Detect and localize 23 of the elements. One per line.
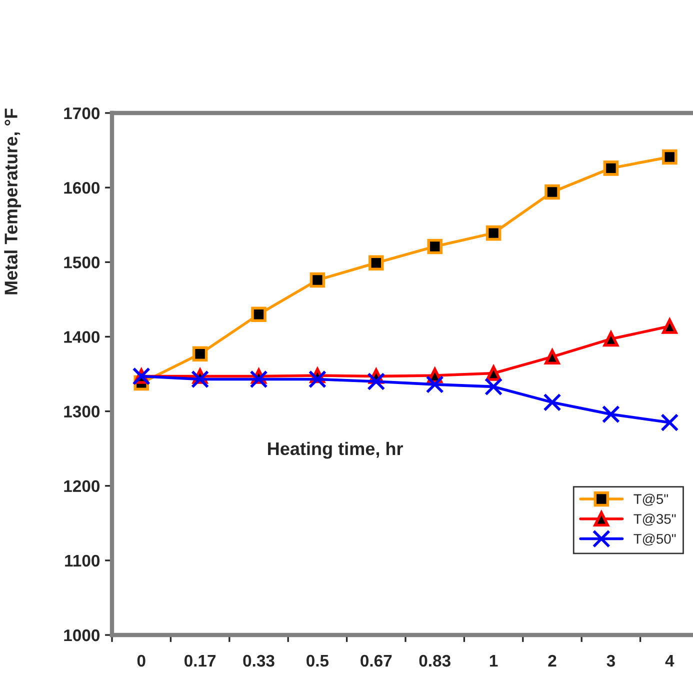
legend-label: T@35" — [634, 514, 676, 526]
y-tick-label: 1600 — [64, 182, 100, 194]
x-tick-label: 1 — [490, 655, 498, 667]
x-tick-label: 3 — [606, 654, 615, 667]
x-tick-label: 0.83 — [419, 654, 450, 667]
x-tick-label: 0.17 — [184, 654, 216, 667]
y-tick-label: 1400 — [64, 331, 100, 343]
x-tick-label: 0 — [137, 654, 146, 667]
y-tick-label: 1200 — [64, 480, 100, 492]
x-tick-label: 2 — [548, 654, 556, 667]
y-tick-label: 1500 — [64, 256, 100, 268]
legend-label: T@5" — [634, 494, 668, 506]
legend-label: T@50" — [634, 534, 676, 546]
y-tick-label: 1300 — [64, 406, 100, 418]
x-tick-label: 0.5 — [306, 654, 329, 667]
x-tick-label: 0.67 — [360, 654, 392, 667]
x-axis-title: Heating time, hr — [268, 442, 404, 459]
y-tick-label: 1100 — [65, 554, 100, 567]
y-tick-label: 1000 — [64, 629, 100, 642]
x-tick-label: 4 — [665, 655, 674, 667]
x-tick-label: 0.33 — [243, 654, 274, 667]
y-tick-label: 1700 — [64, 107, 100, 120]
y-axis-title: Metal Temperature, °F — [4, 108, 22, 294]
